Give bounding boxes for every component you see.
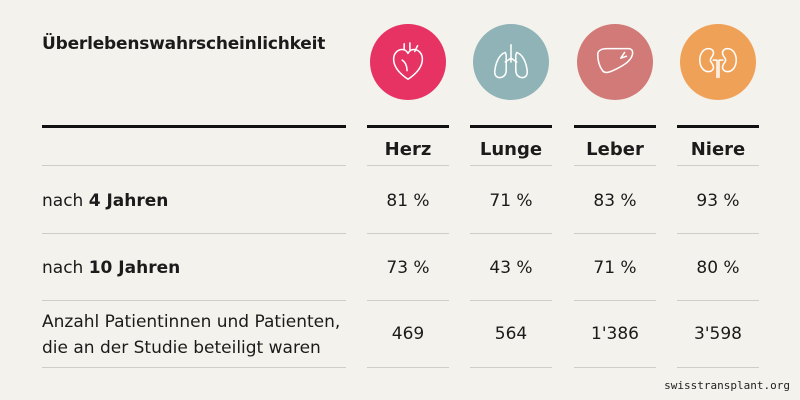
row-separator xyxy=(574,300,656,301)
table-cell: 3'598 xyxy=(694,324,742,344)
col-header-lunge: Lunge xyxy=(479,138,543,160)
row-separator xyxy=(470,233,552,234)
liver-icon xyxy=(577,24,653,100)
table-cell: 71 % xyxy=(489,191,533,211)
row-separator xyxy=(574,233,656,234)
chart-title: Überlebenswahrscheinlichkeit xyxy=(42,34,326,54)
lungs-icon xyxy=(473,24,549,100)
row-label-patients: Anzahl Patientinnen und Patienten, die a… xyxy=(42,309,340,361)
row-separator xyxy=(42,300,346,301)
kidneys-icon xyxy=(680,24,756,100)
watermark: swisstransplant.org xyxy=(664,379,790,392)
table-cell: 93 % xyxy=(696,191,740,211)
row-separator xyxy=(574,165,656,166)
header-rule-leber xyxy=(574,125,656,128)
row-label-prefix: nach xyxy=(42,191,89,211)
row-label-line2: die an der Studie beteiligt waren xyxy=(42,338,321,358)
row-separator xyxy=(470,367,552,368)
table-cell: 469 xyxy=(391,324,425,344)
table-cell: 81 % xyxy=(386,191,430,211)
header-rule-herz xyxy=(367,125,449,128)
col-header-herz: Herz xyxy=(384,138,432,160)
table-cell: 71 % xyxy=(593,258,637,278)
table-cell: 83 % xyxy=(593,191,637,211)
row-separator xyxy=(367,300,449,301)
row-separator xyxy=(42,165,346,166)
table-cell: 80 % xyxy=(696,258,740,278)
row-label-bold: 4 Jahren xyxy=(88,191,169,211)
header-rule-label xyxy=(42,125,346,128)
row-separator xyxy=(677,367,759,368)
table-cell: 1'386 xyxy=(591,324,639,344)
row-separator xyxy=(677,233,759,234)
row-label-prefix: nach xyxy=(42,258,89,278)
header-rule-lunge xyxy=(470,125,552,128)
table-cell: 564 xyxy=(494,324,528,344)
row-separator xyxy=(42,367,346,368)
row-separator xyxy=(677,300,759,301)
row-separator xyxy=(677,165,759,166)
row-label-4-years: nach 4 Jahren xyxy=(42,188,168,214)
heart-icon xyxy=(370,24,446,100)
table-cell: 73 % xyxy=(386,258,430,278)
row-label-10-years: nach 10 Jahren xyxy=(42,255,180,281)
row-separator xyxy=(470,165,552,166)
row-label-line1: Anzahl Patientinnen und Patienten, xyxy=(42,312,341,332)
row-label-bold: 10 Jahren xyxy=(88,258,181,278)
row-separator xyxy=(574,367,656,368)
col-header-leber: Leber xyxy=(586,138,644,160)
row-separator xyxy=(367,233,449,234)
header-rule-niere xyxy=(677,125,759,128)
row-separator xyxy=(367,367,449,368)
row-separator xyxy=(367,165,449,166)
col-header-niere: Niere xyxy=(690,138,746,160)
table-cell: 43 % xyxy=(489,258,533,278)
row-separator xyxy=(470,300,552,301)
row-separator xyxy=(42,233,346,234)
